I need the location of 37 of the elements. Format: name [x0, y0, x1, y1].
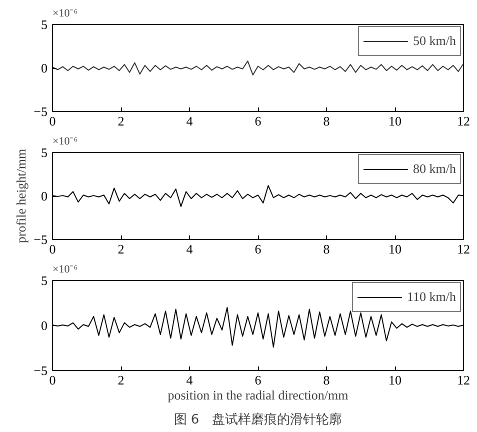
y-tick-label: 5: [41, 273, 48, 288]
x-tick-label: 6: [254, 242, 262, 256]
text: ×10⁻⁶: [52, 264, 78, 276]
y-tick-label: 5: [41, 145, 48, 160]
caption: 图 6 盘试样磨痕的滑针轮廓: [174, 412, 342, 428]
y-tick-label: 5: [41, 17, 48, 32]
y-tick-label: 0: [41, 188, 48, 204]
x-tick-label: 4: [186, 242, 194, 256]
x-tick-label: 8: [323, 372, 330, 388]
x-tick-label: 2: [118, 372, 124, 388]
line-series: [52, 60, 464, 76]
y-tick-label: −5: [34, 232, 48, 247]
x-tick-label: 10: [388, 242, 402, 256]
y-tick-label: −5: [34, 104, 48, 119]
x-tick-label: 10: [388, 372, 402, 388]
y-tick-label: 0: [41, 318, 48, 333]
x-tick-label: 2: [118, 114, 124, 128]
x-tick-label: 4: [186, 372, 194, 388]
text: ×10⁻⁶: [52, 136, 78, 148]
legend-label: 50 km/h: [413, 33, 456, 49]
x-tick-label: 12: [457, 372, 470, 388]
x-tick-label: 6: [254, 114, 262, 128]
text: ×10⁻⁶: [52, 8, 78, 20]
x-tick-label: 2: [118, 242, 124, 256]
x-tick-label: 8: [323, 114, 330, 128]
legend-label: 80 km/h: [413, 161, 456, 177]
x-tick-label: 8: [323, 242, 330, 256]
y-tick-label: −5: [34, 363, 48, 378]
y-tick-label: 0: [41, 60, 48, 76]
x-tick-label: 12: [457, 242, 470, 256]
legend-label: 110 km/h: [407, 289, 456, 305]
x-tick-label: 12: [457, 114, 470, 128]
x-tick-label: 4: [186, 114, 194, 128]
x-axis-title: position in the radial direction/mm: [168, 388, 348, 402]
x-tick-label: 10: [388, 114, 402, 128]
y-axis-title: profile height/mm: [14, 148, 29, 244]
x-tick-label: 6: [254, 372, 262, 388]
